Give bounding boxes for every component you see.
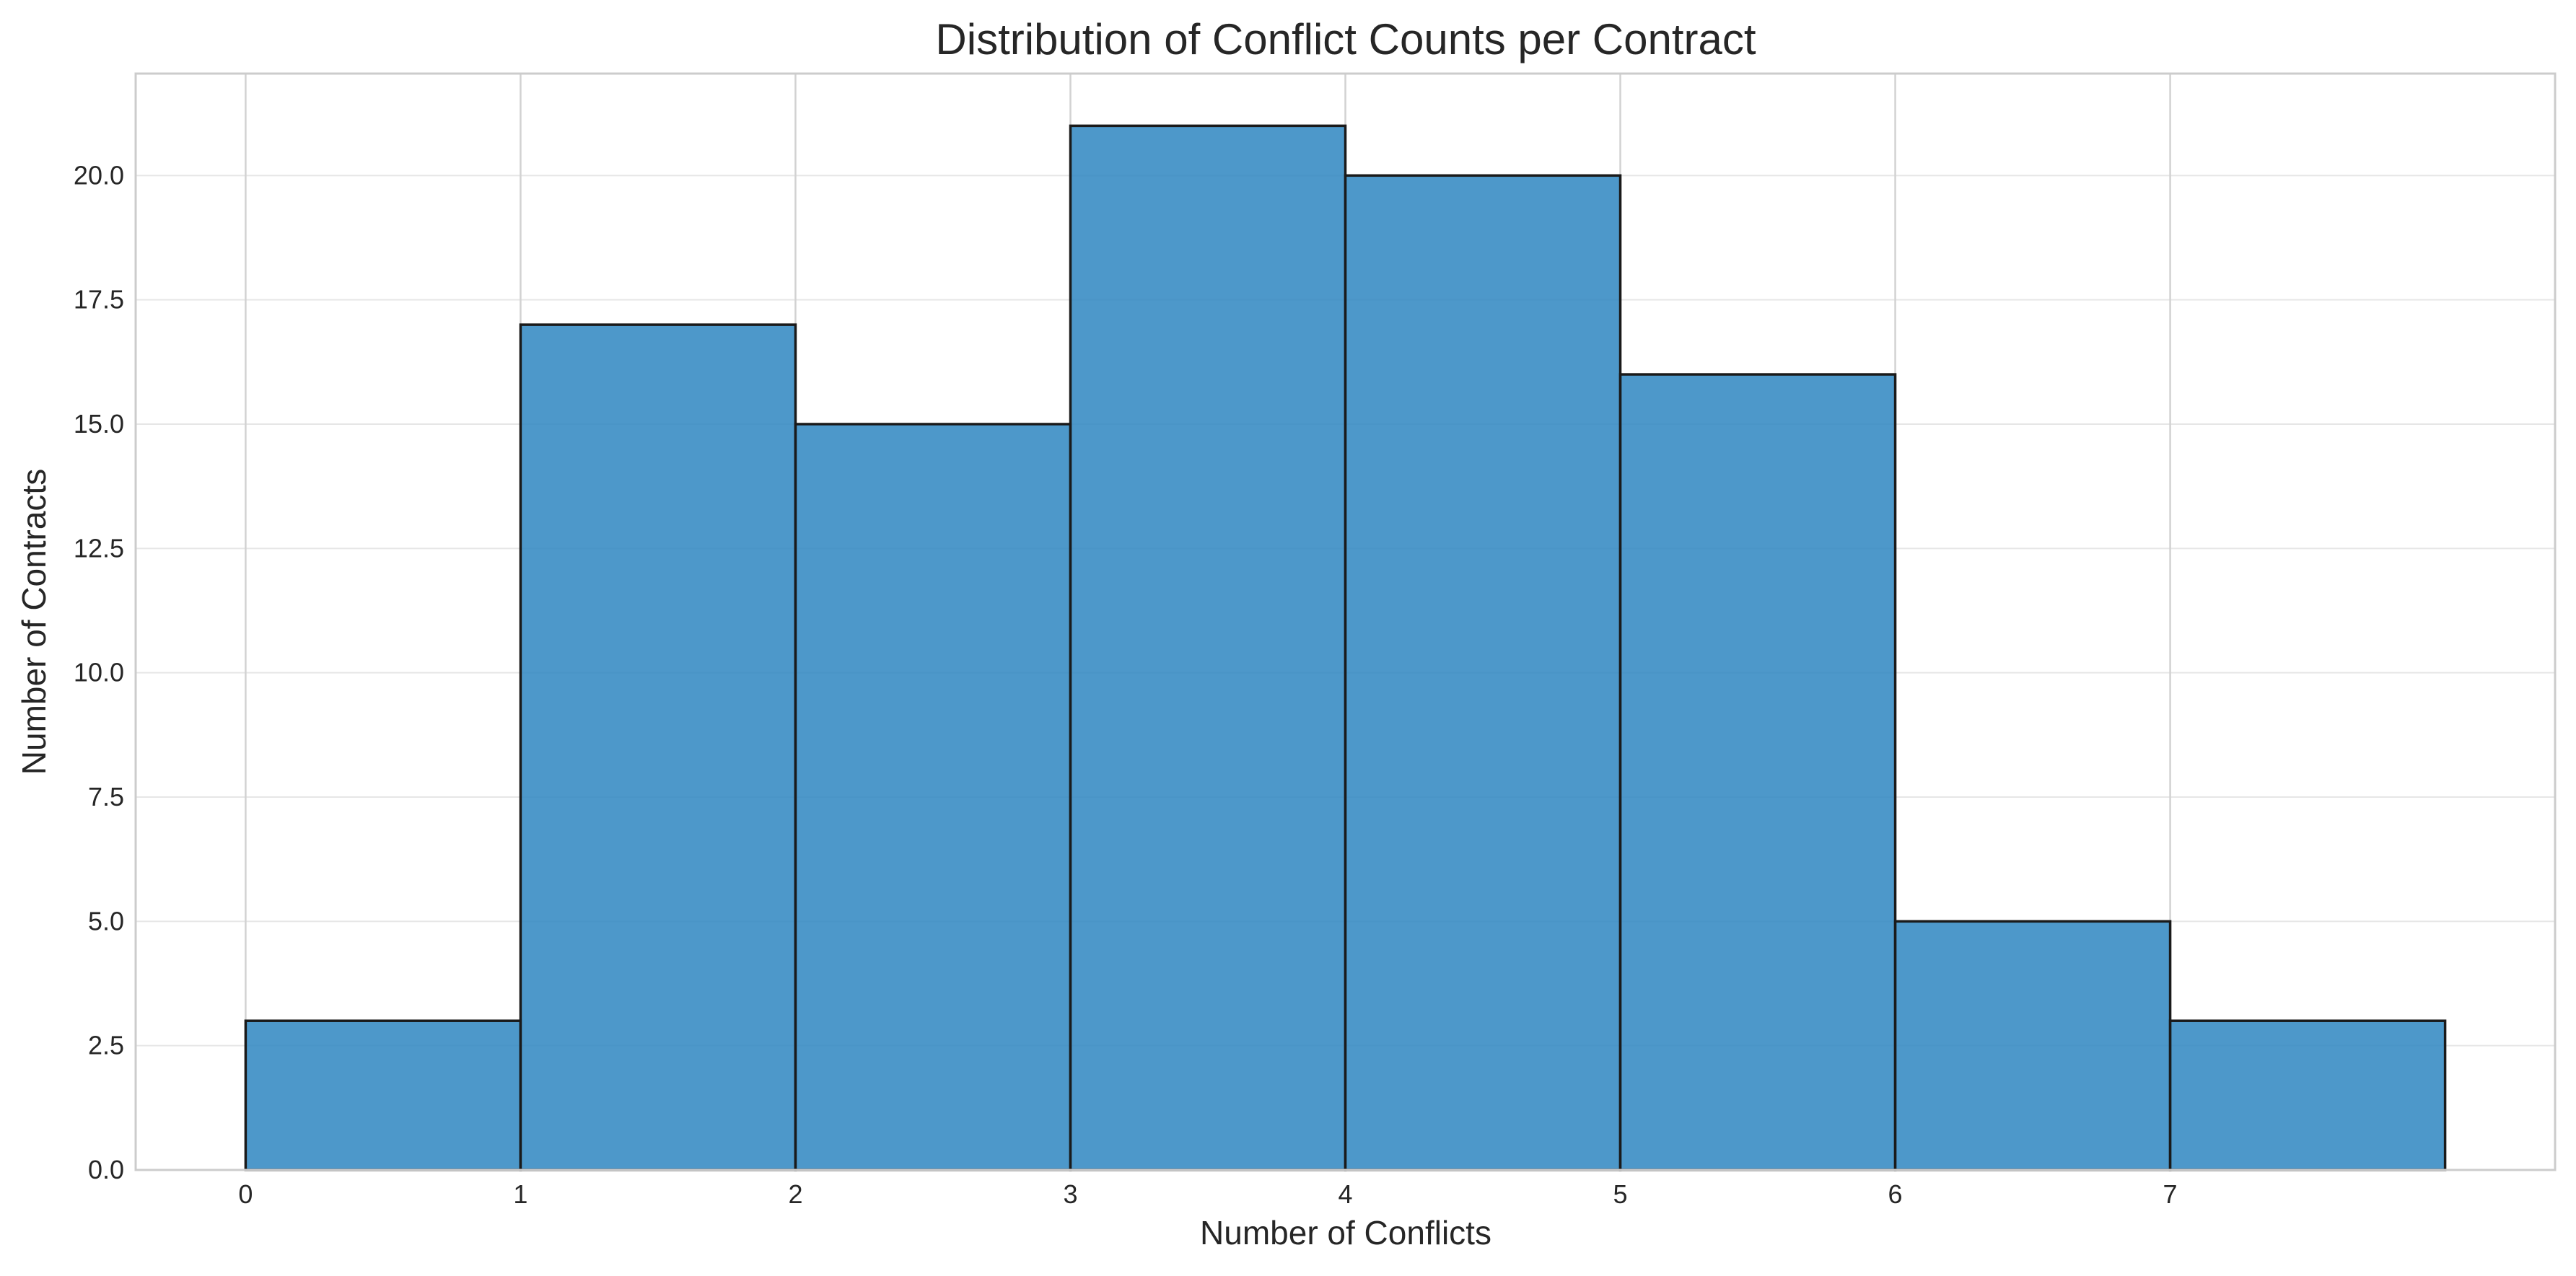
- histogram-bar-0: [244, 1019, 522, 1171]
- histogram-bar-7: [2168, 1019, 2447, 1171]
- x-tick-label: 7: [2163, 1179, 2178, 1209]
- x-tick-label: 1: [513, 1179, 527, 1209]
- y-tick-label: 2.5: [88, 1031, 124, 1060]
- histogram-bar-6: [1893, 920, 2172, 1171]
- histogram-bar-4: [1344, 174, 1622, 1171]
- y-tick-label: 20.0: [74, 160, 124, 190]
- y-tick-label: 10.0: [74, 658, 124, 687]
- y-tick-label: 5.0: [88, 906, 124, 936]
- bars: [244, 124, 2447, 1171]
- histogram-bar-2: [794, 423, 1072, 1171]
- y-tick-labels: 0.0 2.5 5.0 7.5 10.0 12.5 15.0 17.5 20.0: [74, 160, 124, 1184]
- x-tick-labels: 0 1 2 3 4 5 6 7: [238, 1179, 2177, 1209]
- histogram-bar-1: [519, 323, 797, 1171]
- x-tick-label: 6: [1888, 1179, 1903, 1209]
- x-tick-label: 3: [1063, 1179, 1077, 1209]
- y-tick-label: 7.5: [88, 782, 124, 811]
- histogram-bar-5: [1618, 373, 1897, 1171]
- y-axis-label: Number of Contracts: [15, 469, 53, 775]
- y-tick-label: 0.0: [88, 1155, 124, 1184]
- histogram-bar-3: [1069, 124, 1347, 1171]
- plot-frame: [134, 72, 2557, 1171]
- chart-title: Distribution of Conflict Counts per Cont…: [935, 15, 1756, 63]
- x-tick-label: 0: [238, 1179, 253, 1209]
- x-tick-label: 5: [1613, 1179, 1628, 1209]
- y-tick-label: 12.5: [74, 533, 124, 563]
- y-tick-label: 17.5: [74, 285, 124, 314]
- x-tick-label: 4: [1338, 1179, 1352, 1209]
- y-tick-label: 15.0: [74, 409, 124, 439]
- x-tick-label: 2: [788, 1179, 802, 1209]
- x-axis-label: Number of Conflicts: [1200, 1214, 1491, 1251]
